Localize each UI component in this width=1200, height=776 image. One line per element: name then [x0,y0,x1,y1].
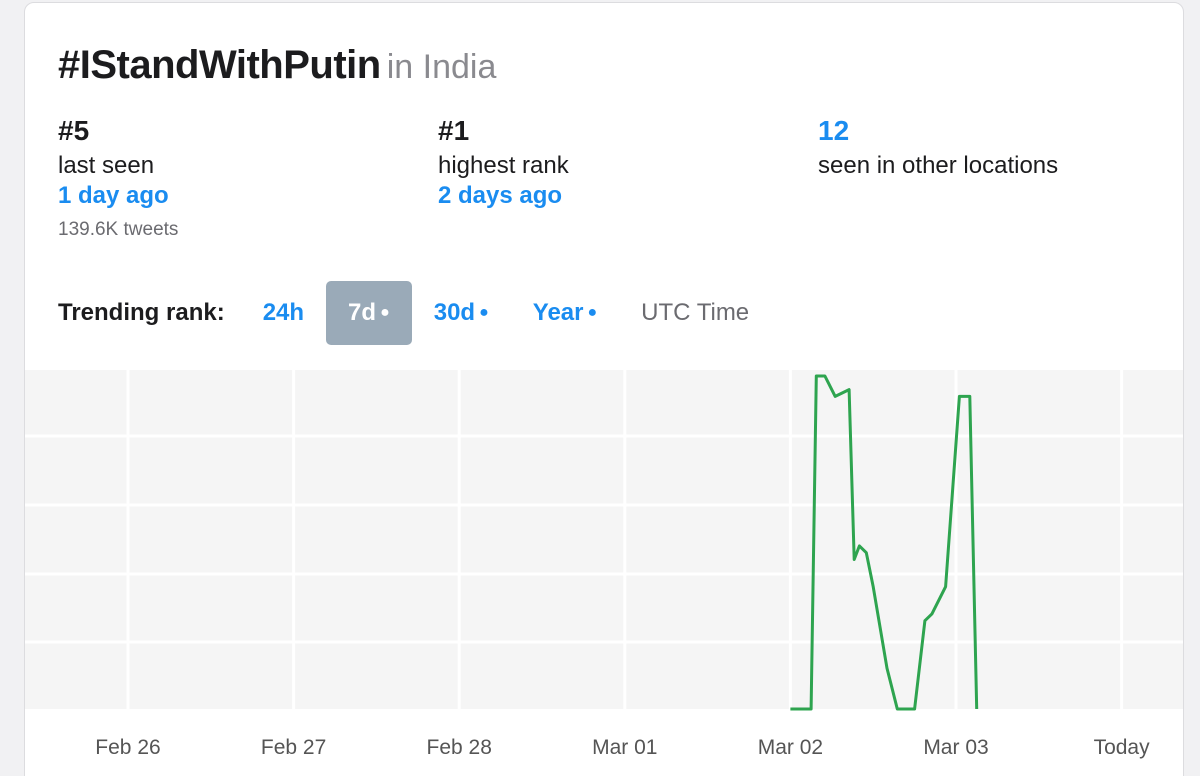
trend-card: #IStandWithPutin in India #5 last seen 1 … [24,2,1184,776]
x-tick-label: Mar 01 [592,736,657,759]
dot-icon: ● [380,304,390,321]
tweet-count: 139.6K tweets [58,219,179,240]
tab-30d[interactable]: 30d ● [412,281,511,345]
title-row: #IStandWithPutin in India [58,43,496,88]
other-locations-label: seen in other locations [818,152,1059,179]
tab-30d-label: 30d [433,299,476,326]
plot-background [25,370,1183,709]
x-tick-label: Mar 03 [923,736,988,759]
x-tick-label: Today [1094,736,1151,759]
tab-24h[interactable]: 24h [241,281,326,345]
stat-highest-rank: #1 highest rank 2 days ago [438,115,569,211]
x-tick-label: Feb 26 [95,736,160,759]
hashtag-title[interactable]: #IStandWithPutin [58,43,381,87]
location-label[interactable]: in India [386,48,497,86]
last-seen-label: last seen [58,152,155,179]
trending-rank-label: Trending rank: [58,299,225,326]
last-seen-time[interactable]: 1 day ago [58,182,169,209]
highest-rank-label: highest rank [438,152,569,179]
dot-icon: ● [479,304,489,321]
last-seen-rank: #5 [58,115,90,146]
rank-chart: Feb 26 Feb 27 Feb 28 Mar 01 Mar 02 Mar 03 Toda… [25,370,1183,759]
other-locations-count[interactable]: 12 [818,115,850,146]
tab-7d[interactable]: 7d ● [326,281,412,345]
x-tick-label: Mar 02 [758,736,823,759]
range-tabs: Trending rank: 24h 7d ● 30d ● Year ● UTC Ti… [58,281,771,345]
stat-other-locations: 12 seen in other locations [818,115,1058,181]
tab-24h-label: 24h [262,299,305,326]
rank-series-line [790,374,979,711]
highest-rank-value: #1 [438,115,470,146]
highest-rank-time[interactable]: 2 days ago [438,182,563,209]
x-tick-label: Feb 27 [261,736,326,759]
chart-grid [25,370,1183,709]
tab-7d-label: 7d [348,299,377,326]
tab-year-label: Year [532,299,584,326]
tab-year[interactable]: Year ● [511,281,619,345]
x-tick-labels: Feb 26 Feb 27 Feb 28 Mar 01 Mar 02 Mar 03 Toda… [95,736,1150,759]
dot-icon: ● [587,304,598,321]
utc-time-toggle[interactable]: UTC Time [641,299,750,326]
x-tick-label: Feb 28 [427,736,492,759]
stat-last-seen: #5 last seen 1 day ago 139.6K tweets [58,115,178,243]
